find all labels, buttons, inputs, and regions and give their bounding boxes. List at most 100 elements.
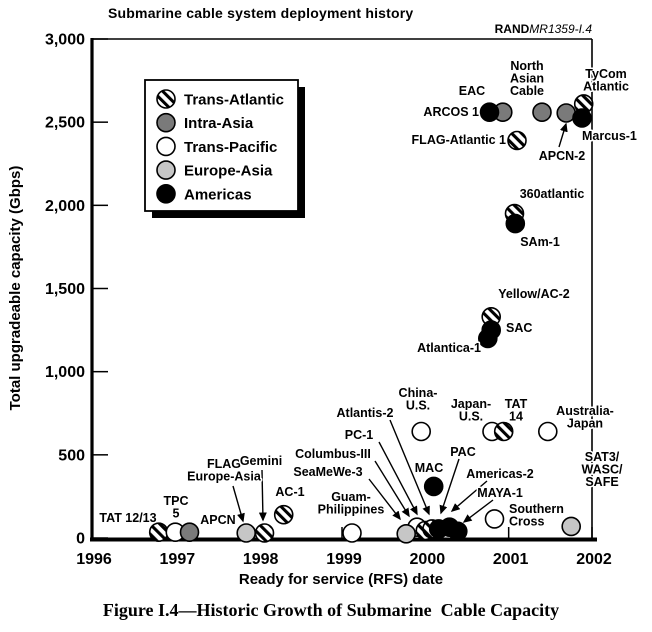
legend-item-americas: Americas — [156, 184, 252, 204]
label-apcn: APCN — [200, 513, 235, 527]
label-yellow-ac-2: Yellow/AC-2 — [498, 287, 570, 301]
point-sam-1 — [505, 213, 526, 234]
label-line: Atlantica-1 — [417, 341, 481, 355]
arrow-columbus-iii — [374, 460, 410, 518]
label-line: Gemini — [240, 454, 282, 468]
point-gemini — [254, 523, 275, 543]
label-australia-japan: Australia-Japan — [556, 404, 614, 431]
label-line: Japan- — [451, 397, 491, 411]
label-line: APCN — [200, 513, 235, 527]
label-line: ARCOS 1 — [423, 105, 479, 119]
label-line: Australia- — [556, 404, 614, 418]
point-australia-japan — [537, 421, 558, 442]
legend-label-europe-asia: Europe-Asia — [184, 163, 273, 180]
arrow-atlantis-2 — [389, 419, 430, 516]
legend-swatch-americas — [156, 184, 176, 204]
y-axis-title: Total upgradeable capacity (Gbps) — [7, 166, 24, 411]
label-ac-1: AC-1 — [275, 485, 304, 499]
label-line: TAT — [505, 397, 528, 411]
legend-item-europe-asia: Europe-Asia — [156, 160, 273, 180]
y-tick-label-2-500: 2,500 — [45, 115, 85, 132]
point-marcus-1 — [572, 108, 592, 128]
legend-swatch-intra-asia — [156, 112, 176, 133]
point-tat-14 — [493, 421, 514, 442]
y-tick-label-3-000: 3,000 — [45, 32, 85, 49]
y-tick-label-1-500: 1,500 — [45, 281, 85, 298]
label-line: U.S. — [459, 410, 483, 424]
legend-label-intra-asia: Intra-Asia — [184, 115, 254, 132]
label-line: Guam- — [331, 490, 371, 504]
label-pac: PAC — [450, 445, 475, 459]
label-line: FLAG-Atlantic 1 — [412, 133, 506, 147]
label-north-asian-cable: North Asian Cable — [510, 59, 544, 98]
label-line: SAm-1 — [520, 235, 560, 249]
label-sac: SAC — [506, 321, 532, 335]
label-japan-u-s: Japan-U.S. — [451, 397, 491, 424]
y-tick-label-2-000: 2,000 — [45, 198, 85, 215]
label-sam-1: SAm-1 — [520, 235, 560, 249]
label-eac: EAC — [459, 84, 485, 98]
label-line: SAT3/ — [585, 450, 620, 464]
label-pc-1: PC-1 — [345, 428, 374, 442]
source-note: RANDMR1359-I.4 — [495, 22, 593, 36]
label-line: Atlantic — [583, 80, 629, 94]
label-line: TPC — [164, 494, 189, 508]
label-line: Marcus-1 — [582, 129, 637, 143]
label-line: FLAG — [207, 457, 241, 471]
legend-swatch-trans-pacific — [156, 136, 176, 157]
label-gemini: Gemini — [240, 454, 282, 468]
label-line: Cable — [510, 84, 544, 98]
label-line: Asian — [510, 72, 544, 86]
legend-label-trans-atlantic: Trans-Atlantic — [184, 92, 284, 109]
point-apcn — [179, 522, 200, 543]
point-arcos-1 — [479, 102, 500, 122]
label-line: Cross — [509, 515, 544, 529]
label-line: Philippines — [318, 503, 385, 517]
point-tat-12-13 — [148, 522, 169, 543]
label-line: 5 — [173, 507, 180, 521]
label-line: MAC — [415, 461, 443, 475]
arrow-pc-1 — [378, 441, 418, 516]
label-columbus-iii: Columbus-III — [295, 447, 371, 461]
legend-swatch-trans-atlantic — [156, 89, 176, 109]
x-tick-label-1997: 1997 — [160, 551, 196, 568]
plot-area: 3,000 2,500 2,000 1,500 1,000 500 0 1996 1997 199… — [45, 32, 638, 569]
x-tick-label-1998: 1998 — [243, 551, 279, 568]
label-mac: MAC — [415, 461, 443, 475]
legend-swatch-europe-asia — [156, 160, 176, 180]
label-line: 14 — [509, 410, 523, 424]
arrow-maya-1 — [462, 499, 494, 523]
legend-label-trans-pacific: Trans-Pacific — [184, 139, 277, 156]
chart-title: Submarine cable system deployment histor… — [108, 5, 413, 21]
point-guam-philippines — [342, 523, 362, 543]
point-southern-cross — [484, 509, 505, 529]
y-tick-label-500: 500 — [58, 447, 85, 464]
label-atlantica-1: Atlantica-1 — [417, 341, 481, 355]
label-line: North — [510, 59, 543, 73]
x-tick-label-1996: 1996 — [76, 551, 112, 568]
label-line: SAFE — [585, 475, 618, 489]
label-line: Atlantis-2 — [337, 406, 394, 420]
point-sac — [481, 320, 502, 340]
arrow-flag-europe-asia — [232, 485, 245, 523]
label-line: 360atlantic — [520, 187, 585, 201]
source-id: MR1359-I.4 — [529, 22, 592, 36]
label-flag-atlantic-1: FLAG-Atlantic 1 — [412, 133, 506, 147]
label-line: Japan — [567, 417, 603, 431]
label-line: WASC/ — [582, 463, 624, 477]
label-line: U.S. — [406, 399, 430, 413]
label-line: Americas-2 — [466, 467, 533, 481]
point-maya-1 — [447, 521, 468, 542]
y-tick-label-1-000: 1,000 — [45, 364, 85, 381]
label-tycom-atlantic: TyCom Atlantic — [583, 67, 629, 94]
label-line: MAYA-1 — [477, 486, 523, 500]
label-line: SeaMeWe-3 — [293, 465, 362, 479]
label-tpc-5: TPC 5 — [164, 494, 189, 521]
x-tick-label-2002: 2002 — [576, 551, 612, 568]
label-line: China- — [399, 386, 438, 400]
label-line: Columbus-III — [295, 447, 371, 461]
label-guam-philippines: Guam-Philippines — [318, 490, 385, 517]
label-maya-1: MAYA-1 — [477, 486, 523, 500]
label-flag-europe-asia: FLAG Europe-Asia — [187, 457, 262, 484]
